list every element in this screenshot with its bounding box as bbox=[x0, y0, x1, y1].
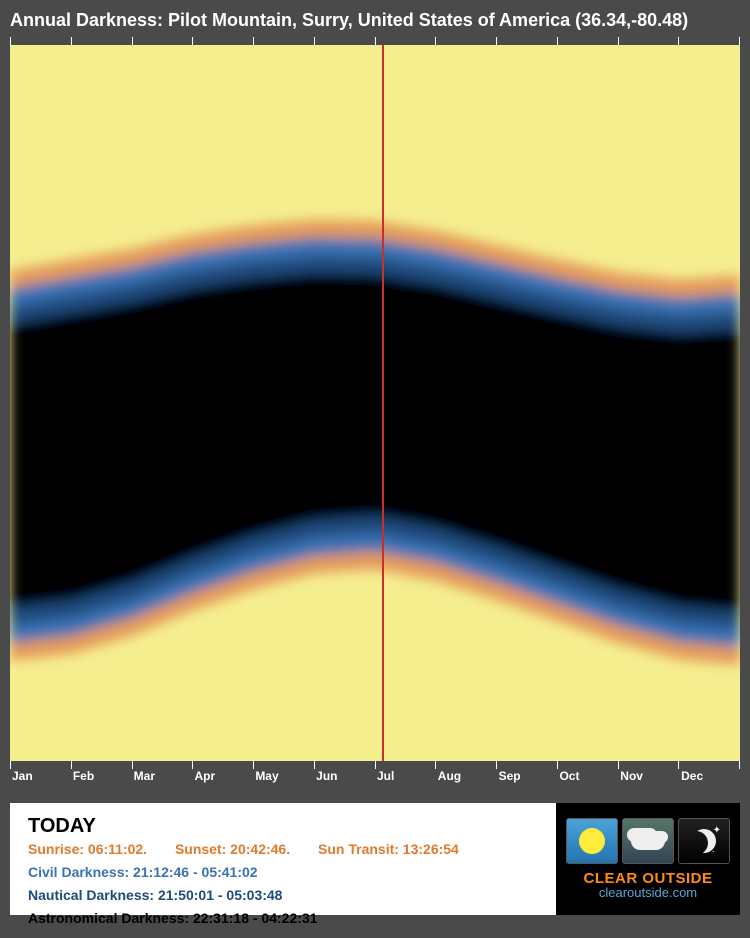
month-label: Jan bbox=[10, 769, 71, 787]
month-label: Jul bbox=[375, 769, 436, 787]
ticks-top bbox=[10, 37, 740, 45]
sun-icon bbox=[566, 818, 618, 864]
info-footer: TODAY Sunrise: 06:11:02. Sunset: 20:42:4… bbox=[10, 803, 740, 915]
weather-icons: ✦ · bbox=[566, 818, 730, 864]
brand-panel: ✦ · CLEAR OUTSIDE clearoutside.com bbox=[556, 803, 740, 915]
sun-times: TODAY Sunrise: 06:11:02. Sunset: 20:42:4… bbox=[10, 803, 556, 915]
moon-icon: ✦ · bbox=[678, 818, 730, 864]
month-label: Oct bbox=[557, 769, 618, 787]
civil-text: Civil Darkness: 21:12:46 - 05:41:02 bbox=[28, 861, 483, 884]
month-label: Feb bbox=[71, 769, 132, 787]
sun-line-golden: Sunrise: 06:11:02. Sunset: 20:42:46. Sun… bbox=[28, 838, 483, 861]
month-label: Jun bbox=[314, 769, 375, 787]
page-title: Annual Darkness: Pilot Mountain, Surry, … bbox=[0, 0, 750, 37]
nautical-text: Nautical Darkness: 21:50:01 - 05:03:48 bbox=[28, 884, 483, 907]
ticks-bottom bbox=[10, 761, 740, 769]
month-label: Apr bbox=[192, 769, 253, 787]
brand-url: clearoutside.com bbox=[599, 885, 697, 900]
cloud-icon bbox=[622, 818, 674, 864]
astronomical-text: Astronomical Darkness: 22:31:18 - 04:22:… bbox=[28, 907, 483, 930]
month-label: Aug bbox=[436, 769, 497, 787]
month-label: May bbox=[253, 769, 314, 787]
month-label: Mar bbox=[132, 769, 193, 787]
month-label: Dec bbox=[679, 769, 740, 787]
today-label: TODAY bbox=[28, 815, 100, 838]
darkness-chart: JanFebMarAprMayJunJulAugSepOctNovDec bbox=[10, 37, 740, 787]
sunset-text: Sunset: 20:42:46. bbox=[175, 841, 290, 857]
month-label: Nov bbox=[618, 769, 679, 787]
sunrise-text: Sunrise: 06:11:02. bbox=[28, 841, 147, 857]
today-marker bbox=[382, 45, 384, 761]
transit-text: Sun Transit: 13:26:54 bbox=[318, 841, 459, 857]
plot-area bbox=[10, 45, 740, 761]
month-labels: JanFebMarAprMayJunJulAugSepOctNovDec bbox=[10, 769, 740, 787]
month-label: Sep bbox=[497, 769, 558, 787]
